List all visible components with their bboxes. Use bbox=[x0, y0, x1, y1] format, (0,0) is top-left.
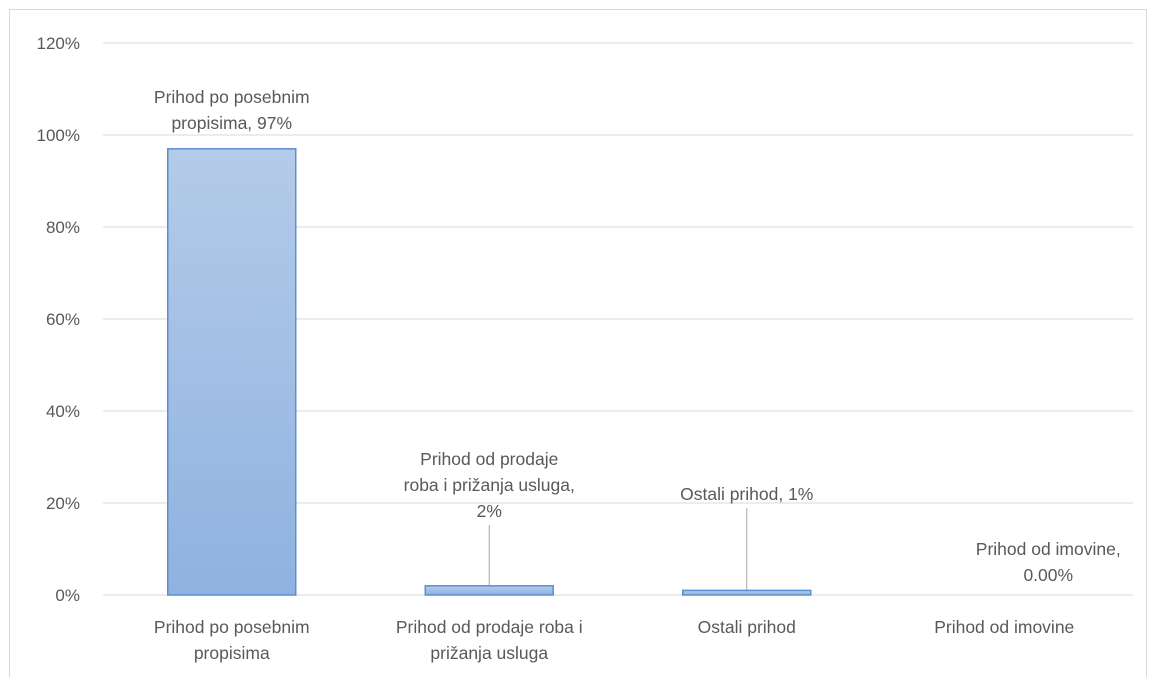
data-label: propisima, 97% bbox=[171, 113, 292, 133]
x-category-label: propisima bbox=[194, 643, 270, 663]
y-tick-label: 120% bbox=[37, 34, 80, 53]
x-category-label: prižanja usluga bbox=[430, 643, 548, 663]
data-label: 0.00% bbox=[1023, 565, 1073, 585]
x-category-label: Ostali prihod bbox=[698, 617, 796, 637]
x-category-label: Prihod od imovine bbox=[934, 617, 1074, 637]
data-label: roba i prižanja usluga, bbox=[404, 475, 575, 495]
x-category-label: Prihod od prodaje roba i bbox=[396, 617, 583, 637]
y-tick-label: 100% bbox=[37, 126, 80, 145]
bar bbox=[424, 585, 554, 596]
y-tick-label: 60% bbox=[46, 310, 80, 329]
data-label: Ostali prihod, 1% bbox=[680, 484, 813, 504]
data-label: Prihod od imovine, bbox=[976, 539, 1121, 559]
data-label: Prihod od prodaje bbox=[420, 449, 558, 469]
y-tick-label: 40% bbox=[46, 402, 80, 421]
x-category-label: Prihod po posebnim bbox=[154, 617, 310, 637]
bar bbox=[167, 148, 297, 596]
y-tick-label: 0% bbox=[55, 586, 80, 605]
data-label: Prihod po posebnim bbox=[154, 87, 310, 107]
data-label: 2% bbox=[477, 501, 502, 521]
bar bbox=[682, 589, 812, 596]
y-tick-label: 20% bbox=[46, 494, 80, 513]
y-tick-label: 80% bbox=[46, 218, 80, 237]
